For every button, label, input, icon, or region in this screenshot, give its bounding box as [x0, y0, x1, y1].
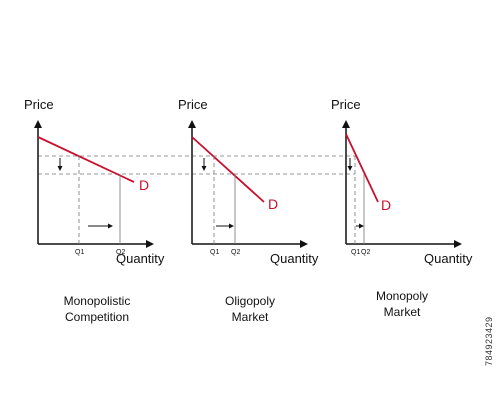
- caption-line-2: Market: [231, 310, 269, 324]
- quantity-axis-label: Quantity: [424, 251, 473, 266]
- watermark-id: 784923429: [484, 316, 494, 366]
- demand-label: D: [381, 197, 391, 213]
- panel-oligopoly: Price Quantity D Q1 Q2: [178, 97, 319, 266]
- panel-monopolistic: Price Quantity D Q1 Q2: [24, 97, 165, 266]
- quantity-axis-label: Quantity: [270, 251, 319, 266]
- q1-label: Q1: [351, 249, 360, 256]
- price-axis-label: Price: [24, 97, 54, 112]
- caption-monopoly: Monopoly Market: [332, 288, 472, 320]
- price-axis-label: Price: [331, 97, 361, 112]
- demand-curve: [37, 136, 135, 183]
- q2-label: Q2: [231, 249, 240, 256]
- panel-monopoly: Price Quantity D Q1 Q2: [331, 97, 473, 266]
- caption-oligopoly: Oligopoly Market: [180, 293, 320, 325]
- demand-label: D: [268, 196, 278, 212]
- demand-curve: [345, 133, 379, 203]
- q2-label: Q2: [361, 249, 370, 256]
- caption-line-1: Monopoly: [375, 289, 429, 303]
- q1-label: Q1: [210, 249, 219, 256]
- demand-curve: [191, 136, 265, 203]
- caption-line-2: Competition: [64, 310, 130, 324]
- quantity-axis-label: Quantity: [116, 251, 165, 266]
- caption-monopolistic: Monopolistic Competition: [27, 293, 167, 325]
- q2-label: Q2: [116, 249, 125, 256]
- caption-line-2: Market: [383, 305, 421, 319]
- price-axis-label: Price: [178, 97, 208, 112]
- demand-label: D: [139, 177, 149, 193]
- caption-line-1: Oligopoly: [224, 294, 276, 308]
- caption-line-1: Monopolistic: [63, 294, 131, 308]
- q1-label: Q1: [75, 249, 84, 256]
